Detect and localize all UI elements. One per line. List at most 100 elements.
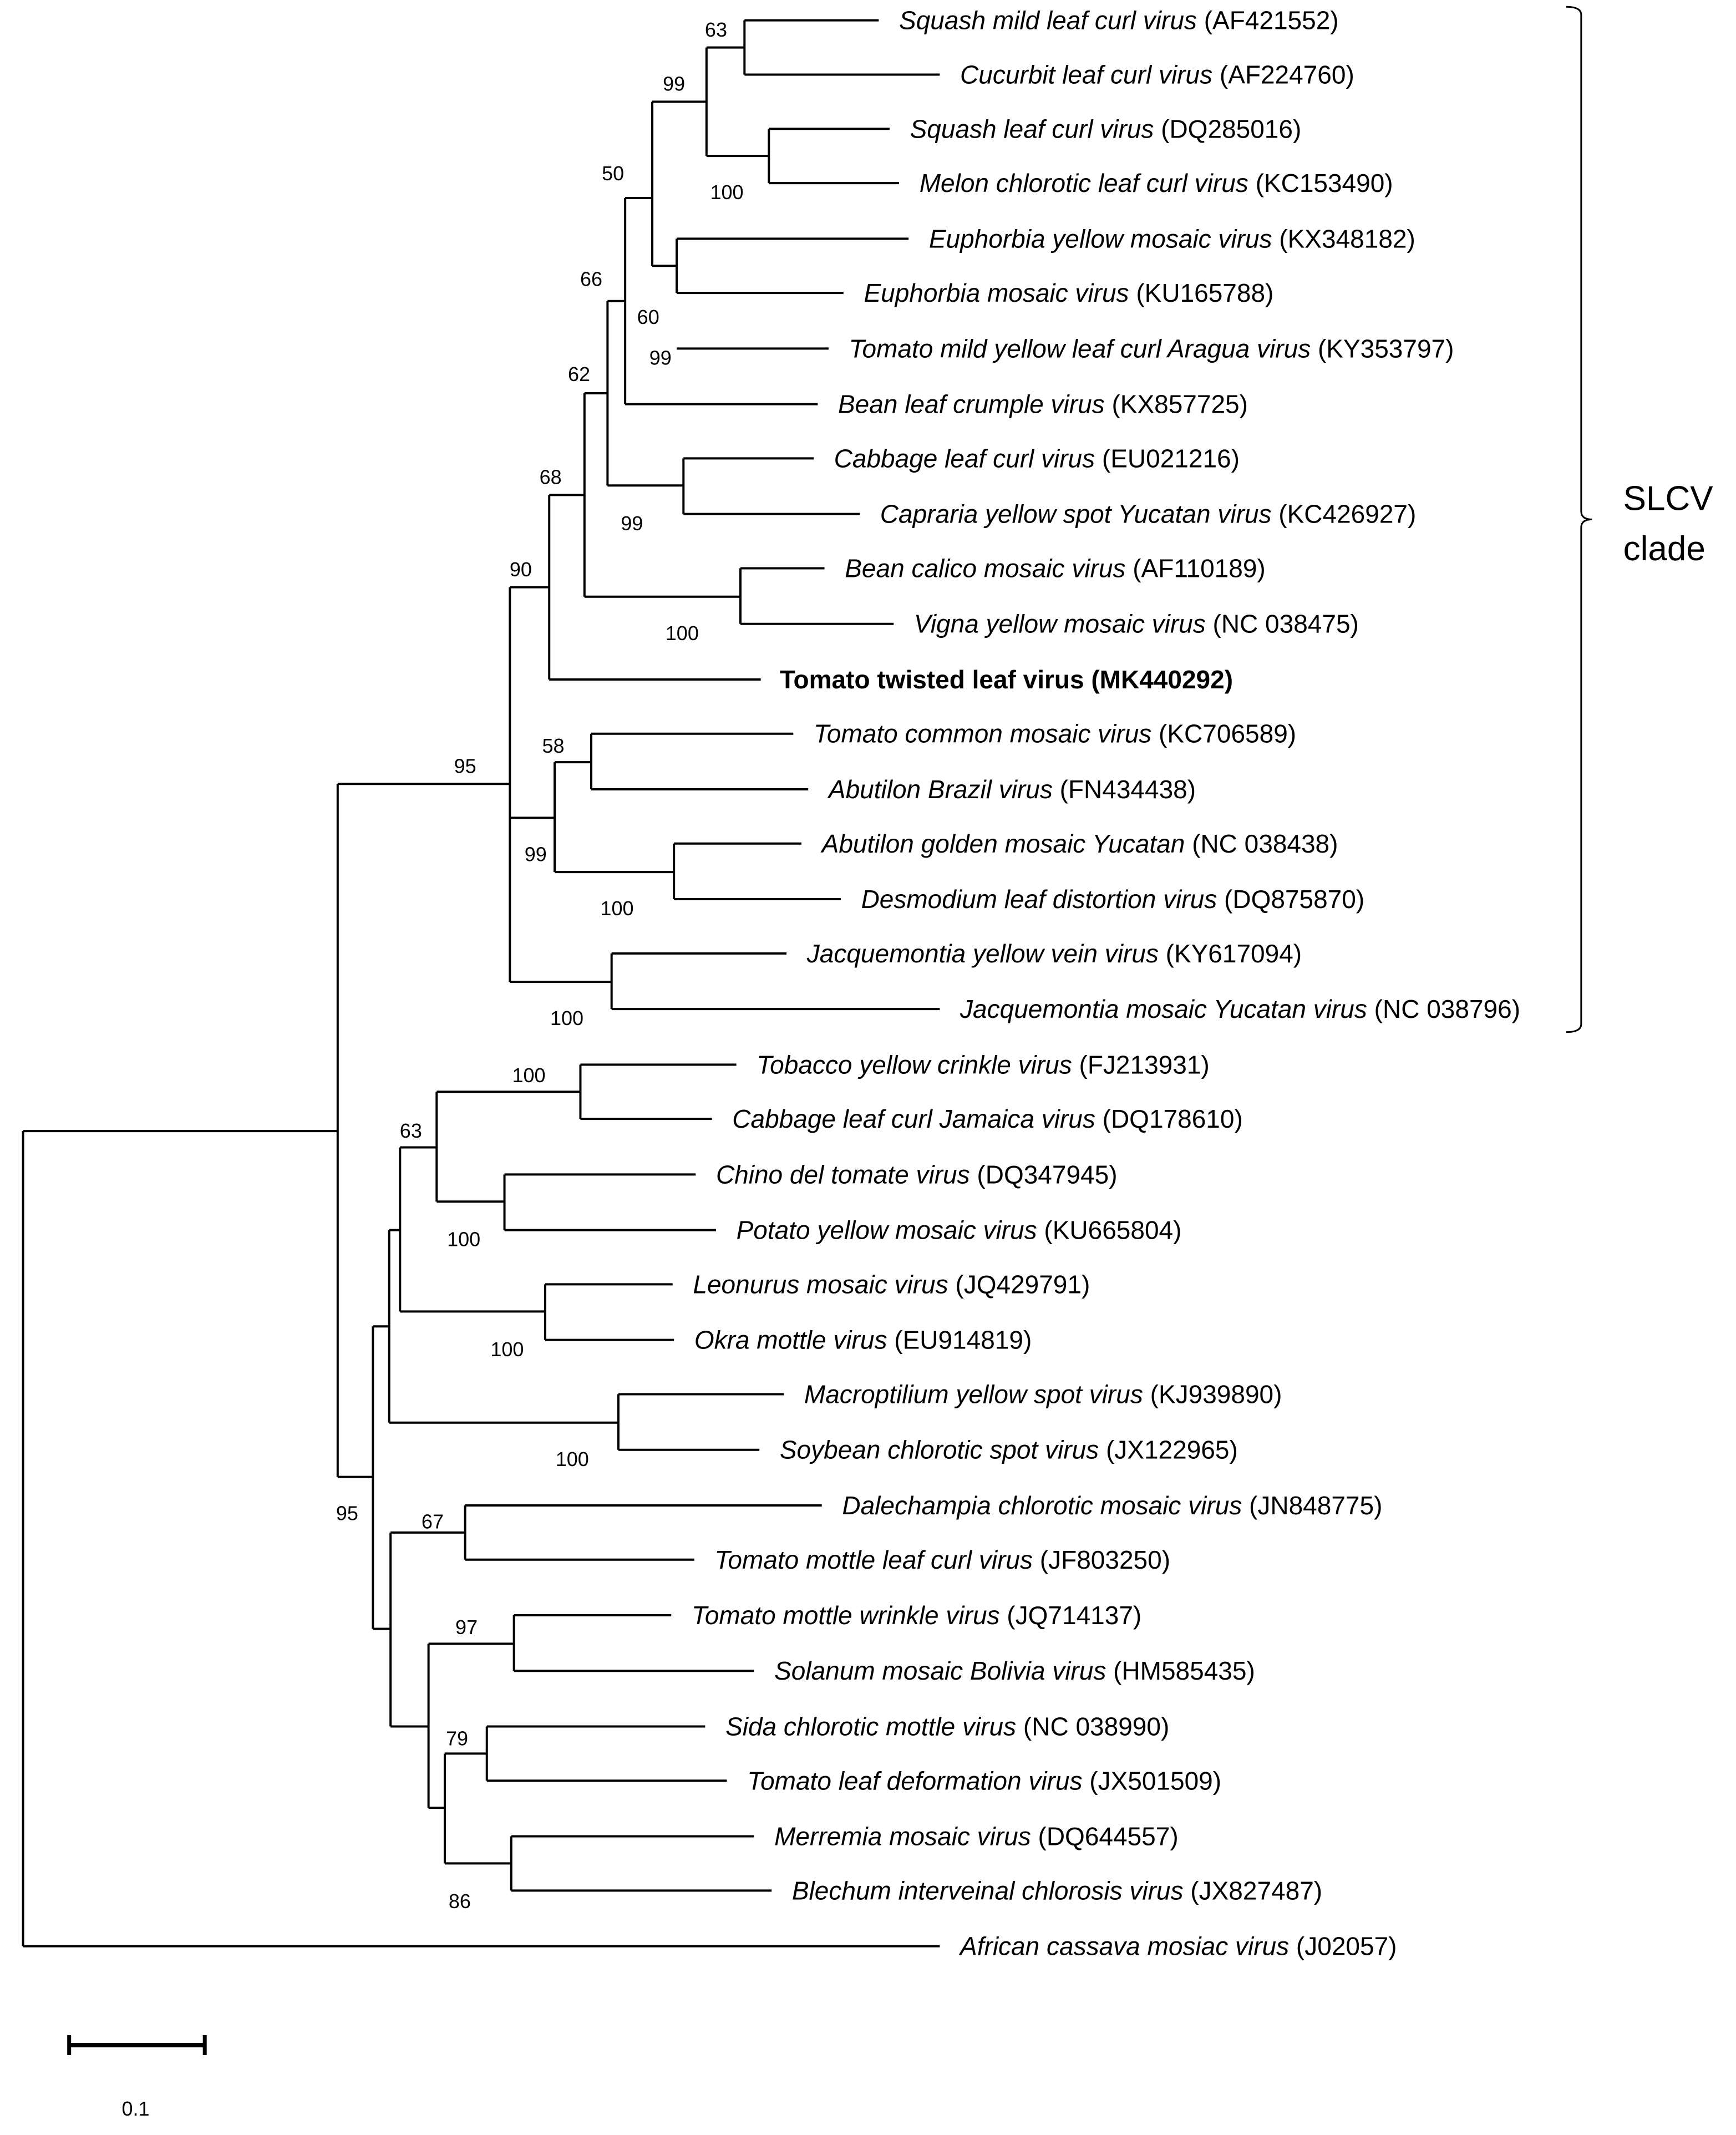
bootstrap-value: 99 — [525, 843, 547, 865]
taxon-accession: (JN848775) — [1242, 1491, 1382, 1520]
taxon-label: Squash mild leaf curl virus (AF421552) — [899, 6, 1339, 35]
bootstrap-value: 90 — [510, 558, 532, 581]
taxon-label: Cabbage leaf curl virus (EU021216) — [834, 444, 1240, 473]
taxon-species-name: Cabbage leaf curl Jamaica virus — [732, 1104, 1095, 1133]
bootstrap-value: 67 — [422, 1510, 444, 1533]
taxon-label: Dalechampia chlorotic mosaic virus (JN84… — [842, 1491, 1382, 1520]
taxon-accession: (DQ875870) — [1217, 885, 1364, 914]
taxon-species-name: Okra mottle virus — [694, 1326, 887, 1355]
taxon-label: Tomato twisted leaf virus (MK440292) — [780, 665, 1233, 694]
bootstrap-value: 62 — [568, 363, 590, 386]
taxon-label: Macroptilium yellow spot virus (KJ939890… — [804, 1380, 1282, 1408]
taxon-species-name: Potato yellow mosaic virus — [737, 1216, 1037, 1245]
bootstrap-value: 86 — [449, 1890, 471, 1913]
taxon-label: Bean leaf crumple virus (KX857725) — [838, 390, 1248, 419]
taxon-species-name: Leonurus mosaic virus — [693, 1270, 948, 1299]
taxon-accession: (KJ939890) — [1143, 1380, 1282, 1408]
taxon-accession: (KX348182) — [1272, 224, 1415, 253]
bootstrap-value: 60 — [637, 306, 659, 328]
taxon-species-name: Blechum interveinal chlorosis virus — [792, 1876, 1184, 1905]
taxon-label: Tomato mottle leaf curl virus (JF803250) — [715, 1545, 1171, 1574]
taxon-species-name: Capraria yellow spot Yucatan virus — [880, 500, 1272, 529]
taxon-species-name: Euphorbia mosaic virus — [864, 278, 1129, 307]
taxon-species-name: Squash mild leaf curl virus — [899, 6, 1197, 35]
taxon-accession: (HM585435) — [1106, 1656, 1255, 1685]
bootstrap-value: 100 — [447, 1228, 480, 1251]
taxon-accession: (DQ285016) — [1154, 114, 1301, 143]
taxon-accession: (JQ429791) — [948, 1270, 1090, 1299]
taxon-species-name: African cassava mosiac virus — [958, 1932, 1289, 1961]
taxon-species-name: Dalechampia chlorotic mosaic virus — [842, 1491, 1242, 1520]
taxon-label: Leonurus mosaic virus (JQ429791) — [693, 1270, 1090, 1299]
taxon-label: Bean calico mosaic virus (AF110189) — [845, 554, 1265, 582]
taxon-species-name: Jacquemontia yellow vein virus — [806, 939, 1159, 968]
taxon-species-name: Desmodium leaf distortion virus — [861, 885, 1217, 914]
taxon-accession: (KY353797) — [1311, 334, 1454, 363]
bootstrap-value: 99 — [621, 512, 643, 535]
bootstrap-value: 79 — [446, 1727, 468, 1749]
taxon-species-name: Bean leaf crumple virus — [838, 390, 1105, 419]
bootstrap-values: 63 99 100 50 66 60 99 62 99 68 100 90 58 100 99 100 95 10… — [336, 18, 744, 1913]
taxon-accession: (AF224760) — [1212, 60, 1354, 89]
bootstrap-value: 63 — [400, 1119, 422, 1142]
taxon-species-name: Jacquemontia mosaic Yucatan virus — [960, 995, 1367, 1023]
taxon-label: Vigna yellow mosaic virus (NC 038475) — [914, 610, 1359, 638]
bootstrap-value: 99 — [663, 73, 685, 95]
taxon-accession: (JF803250) — [1033, 1545, 1170, 1574]
taxon-label: Abutilon golden mosaic Yucatan (NC 03843… — [820, 829, 1338, 858]
bootstrap-value: 100 — [600, 897, 633, 920]
taxon-accession: (NC 038438) — [1185, 829, 1338, 858]
taxon-label: Squash leaf curl virus (DQ285016) — [910, 114, 1302, 143]
taxon-label: Potato yellow mosaic virus (KU665804) — [737, 1216, 1182, 1245]
taxon-label: Capraria yellow spot Yucatan virus (KC42… — [880, 500, 1417, 529]
taxon-accession: (EU021216) — [1095, 444, 1240, 473]
taxon-accession: (J02057) — [1289, 1932, 1397, 1961]
taxon-label: Melon chlorotic leaf curl virus (KC15349… — [920, 169, 1393, 197]
taxon-label: Okra mottle virus (EU914819) — [694, 1326, 1032, 1355]
taxon-label: Tobacco yellow crinkle virus (FJ213931) — [757, 1050, 1209, 1079]
tree-branches — [22, 19, 940, 1948]
bootstrap-value: 100 — [666, 622, 699, 645]
taxon-accession: (NC 038796) — [1367, 995, 1520, 1023]
taxon-accession: (KU165788) — [1129, 278, 1274, 307]
taxon-accession: (KC426927) — [1271, 500, 1416, 529]
taxon-species-name: Tomato mottle leaf curl virus — [715, 1545, 1033, 1574]
taxon-label: Cabbage leaf curl Jamaica virus (DQ17861… — [732, 1104, 1242, 1133]
bootstrap-value: 100 — [512, 1064, 546, 1087]
taxon-species-name: Cucurbit leaf curl virus — [960, 60, 1212, 89]
taxon-species-name: Abutilon golden mosaic Yucatan — [820, 829, 1185, 858]
bootstrap-value: 100 — [550, 1007, 583, 1030]
taxon-label: African cassava mosiac virus (J02057) — [958, 1932, 1397, 1961]
taxon-label: Jacquemontia mosaic Yucatan virus (NC 03… — [960, 995, 1520, 1023]
taxon-species-name: Merremia mosaic virus — [774, 1822, 1031, 1851]
taxon-labels: Squash mild leaf curl virus (AF421552) Cu… — [692, 6, 1520, 1961]
bootstrap-value: 63 — [705, 18, 727, 41]
taxon-species-name: Tomato mottle wrinkle virus — [692, 1601, 1000, 1630]
taxon-accession: (JX827487) — [1184, 1876, 1323, 1905]
bootstrap-value: 68 — [540, 466, 562, 489]
taxon-label: Tomato common mosaic virus (KC706589) — [814, 719, 1296, 748]
taxon-species-name: Vigna yellow mosaic virus — [914, 610, 1206, 638]
taxon-species-name: Macroptilium yellow spot virus — [804, 1380, 1143, 1408]
taxon-species-name: Tomato common mosaic virus — [814, 719, 1151, 748]
clade-bracket-line — [1566, 6, 1592, 1033]
taxon-accession: (KU665804) — [1037, 1216, 1182, 1245]
taxon-accession: (JX501509) — [1082, 1766, 1221, 1795]
taxon-species-name: Cabbage leaf curl virus — [834, 444, 1095, 473]
taxon-label: Merremia mosaic virus (DQ644557) — [774, 1822, 1179, 1851]
taxon-label: Sida chlorotic mottle virus (NC 038990) — [725, 1712, 1169, 1741]
scale-bar-label: 0.1 — [121, 2097, 149, 2120]
taxon-accession: (DQ347945) — [970, 1160, 1118, 1189]
bootstrap-value: 95 — [454, 754, 476, 777]
taxon-species-name: Tomato twisted leaf virus (MK440292) — [780, 665, 1233, 694]
taxon-accession: (KC706589) — [1151, 719, 1296, 748]
bootstrap-value: 97 — [455, 1616, 478, 1639]
taxon-label: Euphorbia mosaic virus (KU165788) — [864, 278, 1273, 307]
taxon-accession: (AF110189) — [1125, 554, 1265, 582]
bootstrap-value: 58 — [542, 734, 565, 757]
taxon-accession: (NC 038475) — [1206, 610, 1359, 638]
clade-label-line1: SLCV — [1623, 479, 1714, 518]
taxon-accession: (KC153490) — [1248, 169, 1393, 197]
bootstrap-value: 99 — [649, 346, 672, 369]
